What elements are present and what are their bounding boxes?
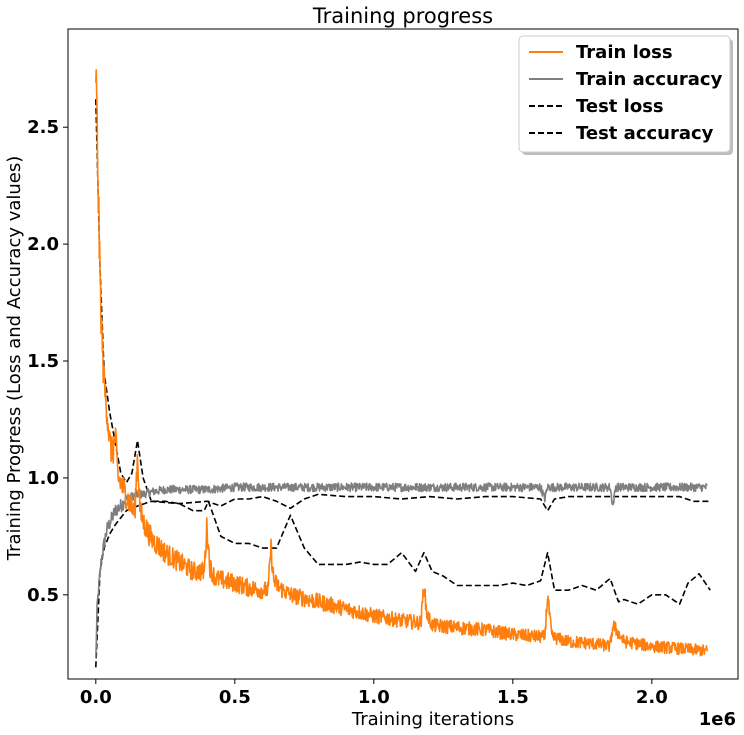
x-tick-label: 0.5 — [219, 687, 251, 708]
legend-entry: Train loss — [576, 42, 673, 63]
y-tick-label: 2.5 — [27, 117, 59, 138]
legend-entry: Train accuracy — [576, 69, 723, 90]
x-tick-label: 1.5 — [497, 687, 529, 708]
series-line-test-accuracy — [95, 493, 711, 668]
x-tick-label: 1.0 — [358, 687, 390, 708]
legend-entry: Test loss — [576, 96, 664, 117]
series-line-test-loss — [95, 99, 711, 606]
x-axis: 0.0 0.5 1.0 1.5 2.0 — [80, 679, 668, 708]
y-tick-label: 0.5 — [27, 585, 59, 606]
series-layer — [95, 69, 711, 668]
chart-title: Training progress — [312, 4, 493, 28]
series-line-train-loss — [95, 69, 709, 657]
x-axis-label: Training iterations — [351, 709, 514, 730]
legend: Train loss Train accuracy Test loss Test ac… — [518, 35, 733, 155]
series-line-train-accuracy — [95, 482, 708, 659]
y-tick-label: 1.5 — [27, 351, 59, 372]
plot-area-frame — [67, 28, 739, 680]
y-axis: 0.5 1.0 1.5 2.0 2.5 — [27, 117, 68, 606]
x-tick-label: 0.0 — [80, 687, 112, 708]
y-axis-label: Training Progress (Loss and Accuracy val… — [4, 156, 25, 562]
x-tick-label: 2.0 — [636, 687, 668, 708]
y-tick-label: 1.0 — [27, 468, 59, 489]
y-tick-label: 2.0 — [27, 234, 59, 255]
legend-box — [518, 35, 731, 153]
legend-entry: Test accuracy — [576, 123, 714, 144]
x-axis-offset-text: 1e6 — [699, 709, 736, 730]
